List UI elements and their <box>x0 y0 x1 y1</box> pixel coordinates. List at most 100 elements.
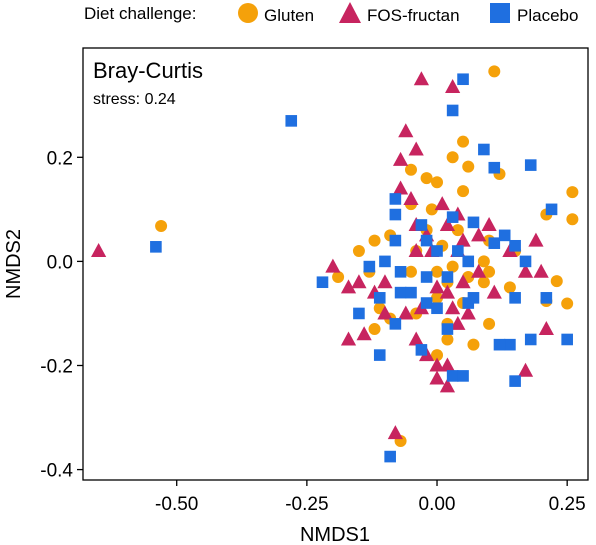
y-axis-title: NMDS2 <box>3 229 25 299</box>
plot-panel <box>82 47 589 481</box>
legend-title: Diet challenge: <box>84 4 196 23</box>
point-placebo <box>394 266 407 278</box>
point-placebo <box>285 115 298 127</box>
point-fos-fructan <box>340 331 357 346</box>
point-placebo <box>457 370 469 382</box>
data-points <box>91 65 579 463</box>
point-placebo <box>493 338 506 351</box>
point-placebo <box>389 318 402 330</box>
point-gluten <box>457 185 470 198</box>
point-placebo <box>420 271 433 283</box>
point-fos-fructan <box>351 274 367 289</box>
point-placebo <box>373 349 386 361</box>
point-fos-fructan <box>517 263 534 278</box>
point-gluten <box>566 213 579 226</box>
point-placebo <box>394 286 407 299</box>
point-gluten <box>446 151 459 164</box>
point-fos-fructan <box>398 305 414 320</box>
point-placebo <box>519 255 532 268</box>
point-placebo <box>452 245 464 257</box>
legend-marker-placebo <box>490 3 510 23</box>
legend-marker-fos-fructan <box>339 2 361 23</box>
x-axis: -0.50 -0.25 0.00 0.25 <box>155 480 586 515</box>
point-placebo <box>316 276 329 289</box>
point-fos-fructan <box>429 357 445 372</box>
point-gluten <box>404 163 417 176</box>
point-gluten <box>431 176 444 189</box>
point-placebo <box>405 286 417 299</box>
point-fos-fructan <box>455 274 471 289</box>
point-gluten <box>477 255 490 268</box>
point-placebo <box>431 245 443 257</box>
point-placebo <box>441 323 454 335</box>
legend-marker-gluten <box>238 3 258 23</box>
point-placebo <box>415 344 428 356</box>
point-placebo <box>446 104 459 117</box>
point-fos-fructan <box>450 315 466 330</box>
point-placebo <box>446 211 459 223</box>
point-gluten <box>503 281 516 294</box>
point-fos-fructan <box>439 216 456 231</box>
point-placebo <box>488 161 501 174</box>
point-fos-fructan <box>408 242 424 257</box>
point-placebo <box>431 302 443 315</box>
x-tick-label: 0.00 <box>419 494 456 515</box>
x-tick-label: -0.50 <box>155 494 198 515</box>
legend-label-gluten: Gluten <box>264 6 314 25</box>
y-tick-label: -0.2 <box>40 356 73 377</box>
point-placebo <box>504 338 516 351</box>
point-placebo <box>467 292 480 304</box>
point-placebo <box>389 193 402 205</box>
point-placebo <box>467 216 480 229</box>
point-gluten <box>431 291 444 304</box>
point-fos-fructan <box>387 425 403 440</box>
point-fos-fructan <box>528 232 544 247</box>
y-tick-label: 0.0 <box>47 252 73 273</box>
point-placebo <box>524 159 537 171</box>
point-gluten <box>483 317 496 330</box>
point-fos-fructan <box>398 123 414 138</box>
point-gluten <box>352 244 365 257</box>
y-axis: -0.4 -0.2 0.0 0.2 <box>40 148 83 482</box>
point-placebo <box>462 255 475 268</box>
point-fos-fructan <box>356 326 372 341</box>
point-placebo <box>509 375 521 387</box>
point-fos-fructan <box>408 141 424 156</box>
point-fos-fructan <box>429 370 445 385</box>
point-placebo <box>561 333 573 346</box>
point-gluten <box>467 338 480 351</box>
legend: Diet challenge: Gluten FOS-fructan Place… <box>84 2 578 25</box>
point-fos-fructan <box>377 274 393 289</box>
point-gluten <box>404 265 417 278</box>
point-fos-fructan <box>445 300 461 315</box>
point-fos-fructan <box>340 279 357 294</box>
point-gluten <box>425 203 438 216</box>
point-gluten <box>457 135 470 148</box>
point-placebo <box>373 292 386 304</box>
point-fos-fructan <box>471 227 487 242</box>
point-gluten <box>431 349 444 362</box>
point-placebo <box>509 239 521 252</box>
point-fos-fructan <box>413 71 430 86</box>
point-fos-fructan <box>460 305 476 320</box>
point-placebo <box>478 143 490 156</box>
point-gluten <box>451 224 464 237</box>
point-fos-fructan <box>392 151 409 166</box>
x-axis-title: NMDS1 <box>300 524 370 545</box>
point-fos-fructan <box>517 362 534 377</box>
point-gluten <box>488 65 501 78</box>
point-fos-fructan <box>403 190 419 205</box>
point-gluten <box>483 265 496 278</box>
point-gluten <box>477 276 490 289</box>
point-fos-fructan <box>439 284 456 299</box>
point-placebo <box>457 73 469 86</box>
point-fos-fructan <box>471 263 487 278</box>
point-gluten <box>441 333 454 346</box>
point-fos-fructan <box>533 263 549 278</box>
point-placebo <box>540 292 553 304</box>
point-placebo <box>488 237 501 249</box>
point-placebo <box>384 450 396 463</box>
panel-title: Bray-Curtis <box>93 58 203 83</box>
point-fos-fructan <box>434 196 450 211</box>
